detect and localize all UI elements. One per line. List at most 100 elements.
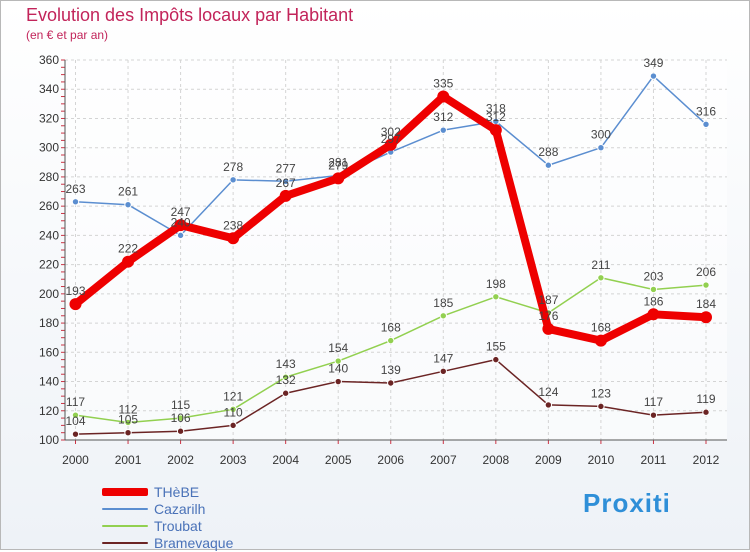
x-tick-label: 2008: [482, 453, 509, 467]
data-label-bramevaque: 104: [65, 414, 85, 428]
data-point-bramevaque: [544, 401, 553, 409]
y-tick-label: 180: [39, 316, 59, 330]
data-point-thebe: [227, 232, 240, 245]
data-label-cazarilh: 277: [276, 161, 296, 175]
data-point-cazarilh: [124, 200, 132, 209]
data-label-bramevaque: 140: [328, 362, 348, 376]
data-label-troubat: 112: [118, 402, 137, 416]
y-tick-label: 360: [39, 53, 59, 67]
data-point-troubat: [71, 411, 80, 419]
data-label-troubat: 211: [591, 258, 610, 272]
x-tick-label: 2004: [272, 453, 299, 467]
data-point-bramevaque: [702, 408, 710, 416]
data-label-thebe: 184: [696, 297, 716, 311]
y-tick-label: 220: [39, 258, 59, 272]
data-point-thebe: [700, 311, 712, 324]
x-tick-label: 2005: [325, 453, 352, 467]
data-point-thebe: [174, 219, 187, 232]
y-tick-label: 280: [39, 170, 59, 184]
legend-label: Bramevaque: [154, 535, 234, 551]
data-label-bramevaque: 117: [644, 395, 663, 409]
data-point-bramevaque: [71, 430, 80, 438]
data-point-bramevaque: [492, 355, 500, 364]
chart-title: Evolution des Impôts locaux par Habitant: [26, 5, 354, 25]
data-label-cazarilh: 297: [381, 132, 401, 146]
proxiti-logo: Proxiti: [583, 488, 671, 518]
data-label-troubat: 168: [381, 321, 401, 335]
legend-swatch-troubat: [102, 525, 148, 527]
data-point-cazarilh: [649, 72, 658, 80]
data-point-troubat: [124, 418, 132, 427]
data-point-thebe: [69, 298, 82, 311]
data-point-thebe: [594, 334, 607, 347]
data-point-cazarilh: [439, 126, 447, 134]
data-label-bramevaque: 139: [381, 363, 401, 377]
x-tick-label: 2010: [588, 453, 615, 467]
x-tick-label: 2002: [167, 453, 194, 467]
data-point-bramevaque: [334, 377, 342, 386]
data-point-cazarilh: [544, 161, 553, 169]
data-label-bramevaque: 147: [433, 351, 453, 365]
data-point-thebe: [279, 189, 292, 202]
data-label-bramevaque: 124: [538, 385, 558, 399]
data-point-thebe: [542, 322, 555, 335]
data-label-troubat: 154: [328, 341, 348, 355]
data-label-troubat: 121: [223, 389, 243, 403]
plot-area: [65, 60, 727, 440]
data-point-troubat: [702, 281, 710, 289]
y-tick-label: 100: [39, 433, 59, 447]
data-point-troubat: [492, 293, 500, 301]
data-label-cazarilh: 316: [696, 104, 716, 118]
data-point-troubat: [281, 373, 290, 381]
data-point-cazarilh: [176, 231, 185, 240]
data-point-cazarilh: [281, 177, 290, 186]
x-tick-label: 2000: [62, 453, 89, 467]
data-label-troubat: 203: [643, 269, 663, 283]
data-label-thebe: 168: [591, 321, 611, 335]
data-point-bramevaque: [229, 421, 237, 430]
data-label-thebe: 247: [171, 205, 191, 219]
data-point-bramevaque: [176, 427, 185, 435]
data-point-cazarilh: [702, 120, 710, 129]
data-label-bramevaque: 155: [486, 340, 506, 354]
data-label-cazarilh: 263: [65, 182, 85, 196]
x-tick-label: 2012: [693, 453, 720, 467]
data-point-cazarilh: [229, 176, 237, 184]
data-point-bramevaque: [124, 428, 132, 437]
data-point-bramevaque: [439, 367, 447, 376]
x-tick-label: 2007: [430, 453, 457, 467]
y-tick-label: 260: [39, 199, 59, 213]
y-tick-label: 160: [39, 345, 59, 359]
data-label-bramevaque: 106: [171, 411, 191, 425]
data-label-thebe: 335: [433, 77, 453, 91]
data-label-cazarilh: 312: [433, 110, 453, 124]
data-label-thebe: 279: [328, 158, 348, 172]
data-label-thebe: 312: [486, 110, 506, 124]
data-label-troubat: 117: [66, 395, 85, 409]
x-tick-label: 2009: [535, 453, 562, 467]
y-tick-label: 200: [39, 287, 59, 301]
data-label-thebe: 193: [65, 284, 85, 298]
legend-swatch-bramevaque: [102, 542, 148, 544]
data-label-thebe: 186: [643, 294, 663, 308]
data-point-thebe: [647, 308, 660, 321]
data-point-troubat: [649, 285, 658, 294]
data-label-thebe: 238: [223, 218, 243, 232]
legend-label: Troubat: [154, 518, 202, 534]
data-point-troubat: [439, 312, 447, 320]
chart-subtitle: (en € et par an): [26, 28, 109, 42]
data-label-bramevaque: 105: [118, 413, 138, 427]
data-label-thebe: 176: [538, 309, 558, 323]
legend-label: Cazarilh: [154, 501, 206, 517]
data-label-cazarilh: 349: [643, 56, 663, 70]
data-point-bramevaque: [649, 411, 658, 419]
data-label-cazarilh: 300: [591, 128, 611, 142]
data-point-cazarilh: [597, 143, 605, 152]
data-label-troubat: 115: [171, 398, 190, 412]
data-label-cazarilh: 261: [118, 185, 138, 199]
x-tick-label: 2003: [220, 453, 247, 467]
data-label-bramevaque: 119: [696, 392, 715, 406]
data-label-thebe: 267: [276, 176, 296, 190]
legend-label: THèBE: [154, 484, 200, 500]
data-label-thebe: 222: [118, 242, 138, 256]
